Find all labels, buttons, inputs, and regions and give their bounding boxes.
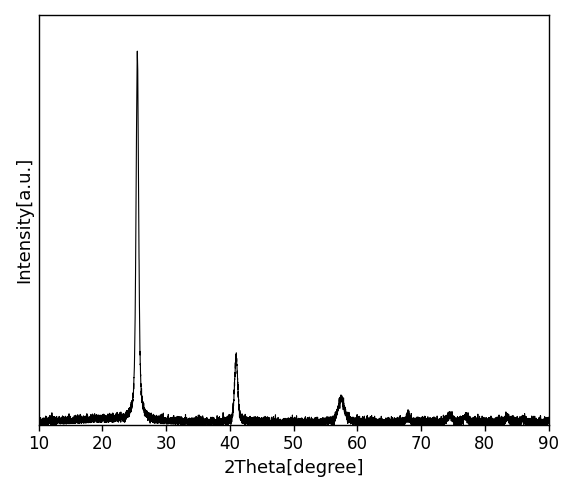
X-axis label: 2Theta[degree]: 2Theta[degree] <box>223 459 364 477</box>
Y-axis label: Intensity[a.u.]: Intensity[a.u.] <box>15 157 33 283</box>
